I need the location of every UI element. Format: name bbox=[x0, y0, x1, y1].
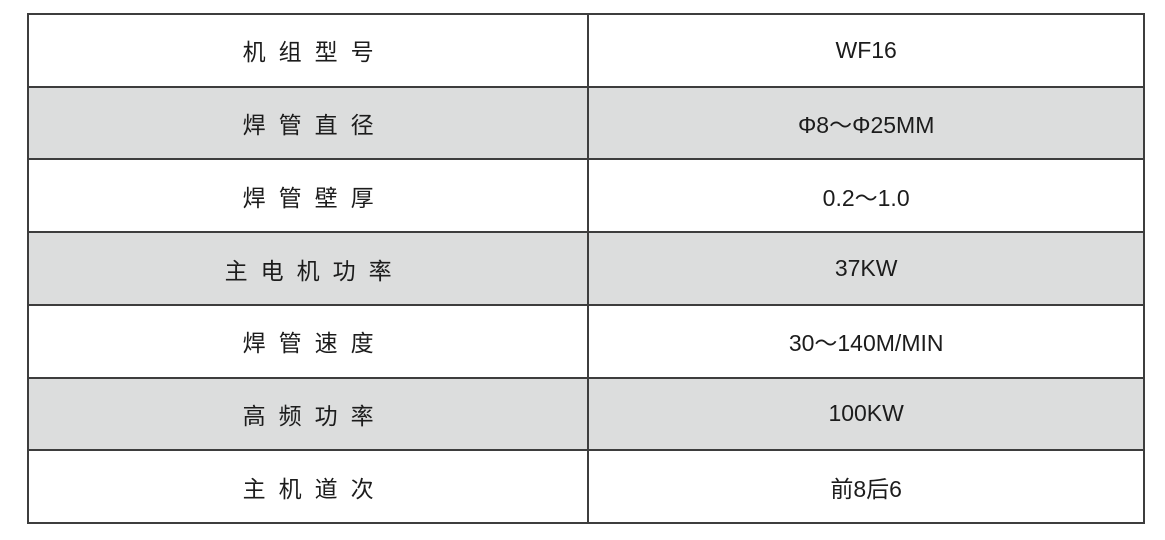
spec-value: 前8后6 bbox=[830, 475, 902, 502]
spec-label: 焊管速度 bbox=[242, 330, 387, 357]
table-row: 高频功率 100KW bbox=[29, 376, 1143, 450]
spec-value-cell: 30～140M/MIN bbox=[589, 306, 1143, 377]
spec-value-cell: 37KW bbox=[589, 233, 1143, 304]
spec-value-cell: 100KW bbox=[589, 379, 1143, 450]
spec-label-cell: 高频功率 bbox=[29, 378, 590, 450]
spec-value: 30～140M/MIN bbox=[788, 330, 944, 357]
spec-label-cell: 焊管壁厚 bbox=[29, 160, 590, 232]
spec-value: Φ8～Φ25MM bbox=[797, 112, 935, 139]
spec-label: 焊管直径 bbox=[242, 112, 387, 139]
spec-label: 主机道次 bbox=[242, 475, 387, 502]
spec-value-cell: Φ8～Φ25MM bbox=[589, 88, 1143, 159]
spec-value: 100KW bbox=[828, 400, 904, 427]
spec-value-cell: WF16 bbox=[589, 15, 1143, 86]
spec-label-cell: 主机道次 bbox=[29, 451, 590, 523]
spec-label: 主电机功率 bbox=[224, 257, 405, 284]
spec-value: WF16 bbox=[835, 36, 897, 63]
table-row: 机组型号 WF16 bbox=[29, 15, 1143, 86]
spec-value-cell: 前8后6 bbox=[589, 451, 1143, 522]
spec-value: 37KW bbox=[834, 255, 898, 282]
spec-label-cell: 焊管速度 bbox=[29, 305, 590, 377]
table-row: 主机道次 前8后6 bbox=[29, 449, 1143, 523]
spec-label-cell: 主电机功率 bbox=[29, 233, 590, 304]
spec-value: 0.2～1.0 bbox=[822, 184, 910, 211]
table-row: 焊管壁厚 0.2～1.0 bbox=[29, 158, 1143, 232]
table-row: 焊管直径 Φ8～Φ25MM bbox=[29, 85, 1143, 159]
spec-label: 焊管壁厚 bbox=[242, 184, 387, 211]
spec-label: 机组型号 bbox=[242, 39, 387, 66]
table-row: 主电机功率 37KW bbox=[29, 231, 1143, 304]
spec-label-cell: 焊管直径 bbox=[29, 87, 590, 159]
spec-label-cell: 机组型号 bbox=[29, 15, 590, 86]
table-row: 焊管速度 30～140M/MIN bbox=[29, 303, 1143, 377]
spec-table: 机组型号 WF16 焊管直径 Φ8～Φ25MM 焊管壁厚 0.2～1.0 主电机… bbox=[27, 13, 1145, 524]
spec-label: 高频功率 bbox=[242, 402, 387, 429]
spec-value-cell: 0.2～1.0 bbox=[589, 160, 1143, 231]
